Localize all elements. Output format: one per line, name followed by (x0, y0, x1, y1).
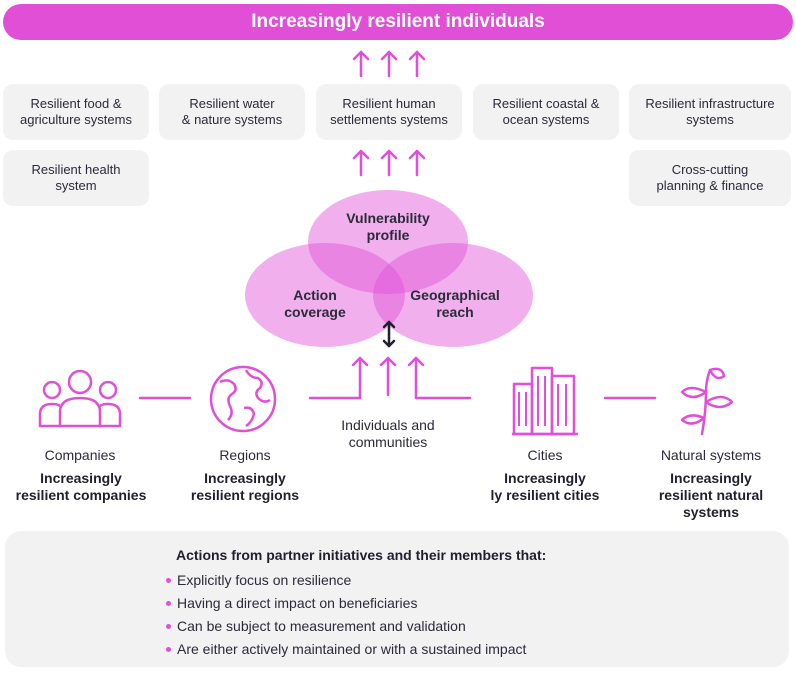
connector-lines (138, 356, 657, 400)
system-label: settlements systems (330, 112, 448, 127)
system-box-food: Resilient food & agriculture systems (3, 84, 149, 140)
criteria-item: Having a direct impact on beneficiaries (166, 595, 417, 611)
entity-sub-companies: Increasingly resilient companies (0, 470, 162, 504)
venn-circle-right (373, 243, 533, 347)
criteria-title: Actions from partner initiatives and the… (176, 547, 547, 563)
system-label: Resilient infrastructure (645, 96, 775, 111)
banner-title: Increasingly resilient individuals (251, 11, 545, 32)
system-box-health: Resilient health system (3, 150, 149, 206)
up-arrow-icon (408, 50, 426, 78)
venn-label-right: Geographical reach (400, 287, 510, 321)
entity-sub-line: resilient companies (15, 487, 147, 503)
top-banner: Increasingly resilient individuals (3, 4, 793, 40)
system-label: Resilient coastal & (492, 96, 600, 111)
up-arrow-icon (407, 356, 425, 367)
venn-label-line: profile (366, 227, 410, 243)
system-label: Cross-cutting (671, 162, 749, 177)
system-label: Resilient health (31, 162, 121, 177)
system-label: Resilient water (189, 96, 275, 111)
entity-sub-line: ly resilient cities (490, 487, 600, 503)
venn-label-line: coverage (284, 304, 346, 320)
system-label: Resilient food & (30, 96, 122, 111)
globe-icon (209, 365, 277, 433)
criteria-item: Explicitly focus on resilience (166, 572, 351, 588)
entity-title-cities: Cities (527, 447, 563, 463)
bullet-dot-icon (166, 577, 171, 583)
entity-title-regions: Regions (219, 447, 271, 463)
entity-title-line: Individuals and (341, 417, 435, 433)
entity-title-natural: Natural systems (660, 447, 762, 463)
system-label: agriculture systems (20, 112, 132, 127)
criteria-item-text: Explicitly focus on resilience (177, 572, 352, 588)
entity-sub-cities: Increasingly ly resilient cities (470, 470, 620, 504)
entity-sub-regions: Increasingly resilient regions (175, 470, 315, 504)
venn-label-line: Action (293, 287, 337, 303)
bullet-dot-icon (166, 623, 171, 629)
up-arrow-icon (352, 50, 370, 78)
up-arrow-icon (352, 149, 370, 177)
up-arrow-icon (351, 356, 369, 367)
entity-sub-line: Increasingly (670, 470, 752, 486)
entity-title-individuals: Individuals and communities (318, 417, 458, 451)
entity-sub-line: resilient natural (658, 487, 764, 503)
entity-title-line: communities (348, 434, 428, 450)
system-box-infrastructure: Resilient infrastructure systems (629, 84, 791, 140)
system-label: planning & finance (656, 178, 764, 193)
middle-arrows (352, 149, 426, 177)
buildings-icon (512, 366, 578, 436)
bullet-dot-icon (166, 600, 171, 606)
plant-icon (680, 367, 734, 436)
entity-sub-line: Increasingly (204, 470, 286, 486)
venn-label-line: Vulnerability (346, 210, 430, 226)
venn-diagram (245, 190, 533, 347)
criteria-item: Can be subject to measurement and valida… (166, 618, 466, 634)
bullet-dot-icon (166, 646, 171, 652)
system-label: & nature systems (181, 112, 283, 127)
system-box-settlements: Resilient human settlements systems (316, 84, 462, 140)
criteria-panel (5, 531, 789, 667)
venn-label-top: Vulnerability profile (318, 210, 458, 244)
up-arrow-icon (380, 149, 398, 177)
system-label: ocean systems (502, 112, 590, 127)
entity-sub-line: resilient regions (190, 487, 300, 503)
venn-circle-left (245, 243, 405, 347)
connector-line (414, 356, 472, 400)
up-arrow-icon (379, 356, 397, 397)
entity-sub-line: Increasingly (504, 470, 586, 486)
criteria-item-text: Can be subject to measurement and valida… (177, 618, 466, 634)
system-box-cross-cutting: Cross-cutting planning & finance (629, 150, 791, 206)
top-arrows (352, 50, 426, 78)
people-icon (38, 369, 122, 428)
criteria-item-text: Are either actively maintained or with a… (177, 641, 527, 657)
venn-circle-top (308, 190, 468, 294)
entity-sub-line: Increasingly (40, 470, 122, 486)
criteria-item-text: Having a direct impact on beneficiaries (177, 595, 418, 611)
system-label: Resilient human (342, 96, 436, 111)
entity-sub-natural: Increasingly resilient natural systems (636, 470, 786, 521)
venn-label-line: reach (436, 304, 474, 320)
criteria-item: Are either actively maintained or with a… (166, 641, 526, 657)
connector-line (308, 356, 362, 400)
entity-title-companies: Companies (44, 447, 116, 463)
venn-label-left: Action coverage (255, 287, 375, 321)
system-label: system (55, 178, 97, 193)
system-label: systems (686, 112, 734, 127)
up-arrow-icon (408, 149, 426, 177)
up-arrow-icon (380, 50, 398, 78)
venn-label-line: Geographical (410, 287, 500, 303)
system-box-coastal: Resilient coastal & ocean systems (473, 84, 619, 140)
system-box-water: Resilient water & nature systems (159, 84, 305, 140)
double-arrow-icon (382, 320, 396, 348)
entity-sub-line: systems (682, 504, 740, 520)
